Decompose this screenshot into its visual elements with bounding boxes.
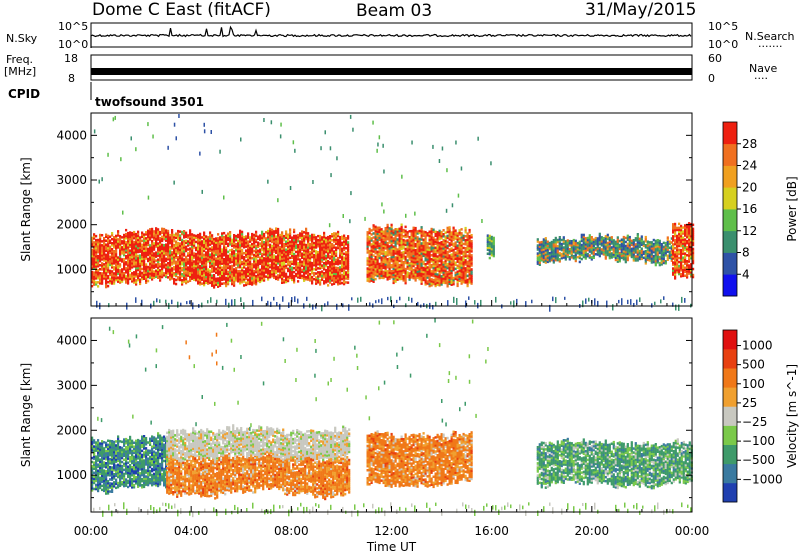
power-colorbar-segment [723,122,737,145]
power-colorbar-tick-label: 16 [742,202,757,216]
velocity-echo-region [91,432,168,495]
freq-left-tick-bottom: 8 [68,72,75,85]
velocity-colorbar-segment [723,368,737,388]
velocity-colorbar-tick-label: −1000 [742,472,783,486]
velocity-echo-region [166,424,351,463]
freq-left-tick-top: 18 [64,52,78,65]
x-tick-label: 12:00 [374,524,409,538]
velocity-y-tick-label: 3000 [56,378,87,392]
noise-left-tick-bottom: 10^0 [58,38,89,51]
power-colorbar-segment [723,165,737,188]
radar-title: Dome C East (fitACF) [92,0,271,20]
power-colorbar-tick-label: 20 [742,180,757,194]
power-echo-region [486,234,495,260]
velocity-colorbar-segment [723,387,737,407]
noise-right-tick-bottom: 10^0 [708,38,739,51]
power-y-axis-label: Slant Range [km] [19,157,33,261]
velocity-colorbar-segment [723,482,737,503]
x-axis-label: Time UT [366,540,417,554]
freq-panel-frame [90,54,693,81]
freq-left-label: Freq. [6,53,34,66]
power-sparse-echoes [93,114,492,228]
velocity-colorbar-segment [723,444,737,465]
power-colorbar-tick-label: 8 [742,246,750,260]
power-y-tick-label: 3000 [56,173,87,187]
freq-right-tick-top: 60 [708,52,722,65]
velocity-colorbar-tick-label: 100 [742,377,765,391]
x-tick-label: 20:00 [575,524,610,538]
power-colorbar-segment [723,187,737,210]
velocity-colorbar-frame [722,329,738,503]
power-y-tick-label: 1000 [56,262,87,276]
freq-trace-band [91,68,692,75]
freq-left-units: [MHz] [4,65,37,78]
noise-right-label: N.Search [745,30,795,43]
x-tick-label: 04:00 [174,524,209,538]
velocity-colorbar-segment [723,406,737,426]
velocity-colorbar-segment [723,463,737,484]
velocity-y-axis-label: Slant Range [km] [19,363,33,467]
velocity-y-tick-label: 1000 [56,468,87,482]
noise-right-dots: ....... [758,37,783,50]
power-colorbar-tick-label: 24 [742,159,757,173]
power-panel [91,114,695,312]
velocity-colorbar-segment [723,425,737,445]
x-tick-label: 08:00 [274,524,309,538]
velocity-y-tick-label: 4000 [56,333,87,347]
velocity-colorbar-tick-label: 1000 [742,339,773,353]
freq-right-tick-bottom: 0 [708,72,715,85]
power-colorbar-label: Power [dB] [785,176,799,241]
date-title: 31/May/2015 [585,0,697,20]
power-colorbar-segment [723,230,737,253]
noise-left-label: N.Sky [6,32,38,45]
power-colorbar-segment [723,143,737,166]
power-colorbar-tick-label: 4 [742,267,750,281]
velocity-colorbar-segment [723,330,737,350]
power-colorbar-segment [723,274,737,297]
cpid-value: twofsound 3501 [95,95,204,109]
velocity-panel [91,318,693,518]
power-colorbar-tick-label: 12 [742,224,757,238]
cpid-label: CPID [8,87,41,101]
power-colorbar-tick-label: 28 [742,137,757,151]
x-tick-label: 00:00 [675,524,710,538]
noise-panel-frame [90,22,693,48]
power-colorbar-segment [723,209,737,232]
noise-sky-line [90,25,692,48]
power-echo-region [91,227,350,289]
velocity-sparse-echoes [97,318,489,431]
beam-title: Beam 03 [356,1,433,21]
velocity-colorbar-tick-label: −100 [742,434,775,448]
velocity-colorbar-tick-label: −500 [742,453,775,467]
nave-dots: .... [754,69,768,82]
nave-label: Nave [749,62,778,75]
velocity-colorbar-segment [723,349,737,369]
x-tick-label: 00:00 [74,524,109,538]
velocity-near-range-echoes [93,502,692,518]
velocity-echo-region [366,430,473,489]
noise-left-tick-top: 10^5 [58,20,89,33]
power-near-range-echoes [96,296,692,312]
power-y-tick-label: 2000 [56,218,87,232]
noise-right-tick-top: 10^5 [708,20,739,33]
velocity-echo-region [166,450,351,501]
velocity-echo-region [536,437,693,490]
power-echo-region [536,232,673,267]
x-tick-label: 16:00 [474,524,509,538]
velocity-colorbar-label: Velocity [m s^-1] [785,364,799,468]
velocity-colorbar-tick-label: −25 [742,415,767,429]
power-echo-region [672,222,695,280]
velocity-colorbar-tick-label: 500 [742,358,765,372]
velocity-colorbar-tick-label: 25 [742,396,757,410]
power-y-tick-label: 4000 [56,128,87,142]
velocity-y-tick-label: 2000 [56,423,87,437]
power-colorbar-segment [723,252,737,275]
power-echo-region [366,223,473,288]
